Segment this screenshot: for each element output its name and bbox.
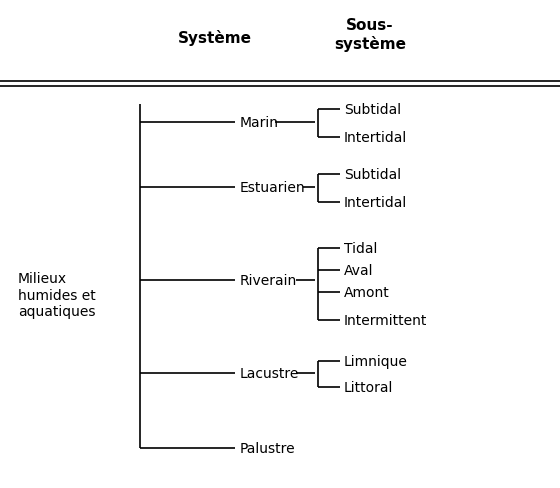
Text: Intermittent: Intermittent [344,313,427,327]
Text: Intertidal: Intertidal [344,196,407,210]
Text: Intertidal: Intertidal [344,131,407,145]
Text: Lacustre: Lacustre [240,366,300,380]
Text: Tidal: Tidal [344,241,377,255]
Text: Amont: Amont [344,285,390,299]
Text: Riverain: Riverain [240,273,297,287]
Text: Système: Système [178,30,252,46]
Text: Sous-
système: Sous- système [334,18,406,52]
Text: Subtidal: Subtidal [344,103,401,117]
Text: Limnique: Limnique [344,354,408,368]
Text: Milieux
humides et
aquatiques: Milieux humides et aquatiques [18,272,96,318]
Text: Marin: Marin [240,116,279,130]
Text: Subtidal: Subtidal [344,168,401,182]
Text: Aval: Aval [344,263,374,277]
Text: Estuarien: Estuarien [240,181,306,195]
Text: Littoral: Littoral [344,380,393,394]
Text: Palustre: Palustre [240,441,296,455]
